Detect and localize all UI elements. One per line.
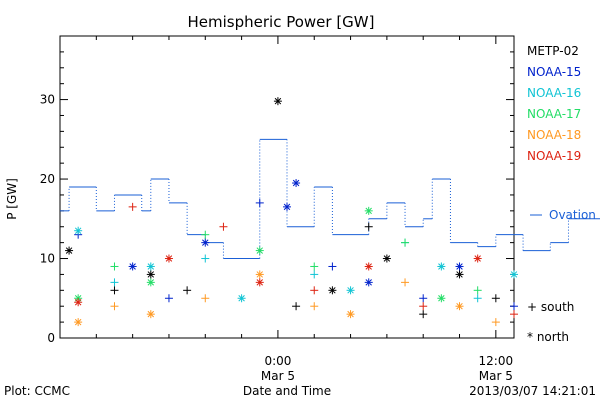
legend-item: NOAA-19 [527, 149, 581, 163]
data-point-south [128, 202, 137, 211]
x-tick-label-date: Mar 5 [261, 369, 295, 383]
data-point-north [164, 254, 173, 263]
footer-left: Plot: CCMC [4, 384, 70, 398]
data-point-north [65, 246, 74, 255]
data-point-south [310, 302, 319, 311]
ovation-prime-hpi-line [60, 138, 600, 260]
data-point-south [419, 302, 428, 311]
data-point-south [328, 262, 337, 271]
ovation-legend-label: Ovation Prime HPI [549, 208, 600, 222]
x-tick-label-time: 12:00 [479, 354, 514, 368]
legend-item: METP-02 [527, 44, 579, 58]
data-point-north [74, 318, 83, 327]
data-point-north [255, 246, 264, 255]
y-axis-label: P [GW] [5, 178, 19, 220]
plot-frame [59, 35, 515, 339]
data-point-south [310, 270, 319, 279]
data-point-north [328, 286, 337, 295]
series-legend: METP-02 NOAA-15 NOAA-16 NOAA-17 NOAA-18 NOAA-… [527, 44, 581, 163]
legend-item: NOAA-16 [527, 86, 581, 100]
y-tick-label: 0 [47, 331, 55, 345]
x-tick-label-time: 0:00 [264, 354, 291, 368]
data-point-north [201, 238, 210, 247]
footer-right: 2013/03/07 14:21:01 [469, 384, 596, 398]
data-point-south [164, 294, 173, 303]
data-point-south [364, 222, 373, 231]
data-point-north [74, 298, 83, 307]
x-tick-label-date: Mar 5 [479, 369, 513, 383]
data-point-south [473, 286, 482, 295]
data-point-north [437, 262, 446, 271]
data-point-south [110, 302, 119, 311]
data-point-north [273, 97, 282, 106]
data-point-south [310, 286, 319, 295]
legend-item: NOAA-15 [527, 65, 581, 79]
data-point-north [364, 278, 373, 287]
data-point-south [401, 278, 410, 287]
data-point-north [292, 179, 301, 188]
data-point-north [382, 254, 391, 263]
data-point-south [510, 310, 518, 319]
data-point-south [201, 254, 210, 263]
data-point-south [110, 286, 119, 295]
y-tick-label: 20 [40, 172, 55, 186]
data-point-north [437, 294, 446, 303]
data-point-south [219, 222, 228, 231]
ovation-label: Ovation Prime HPI [530, 208, 600, 222]
data-point-north [255, 278, 264, 287]
data-point-south [491, 294, 500, 303]
marker-legend: + south * north [527, 300, 574, 344]
data-point-south [473, 294, 482, 303]
data-point-north [146, 262, 155, 271]
data-point-north [128, 262, 137, 271]
data-point-north [346, 310, 355, 319]
data-point-south [510, 302, 518, 311]
data-point-north [237, 294, 246, 303]
data-point-north [146, 310, 155, 319]
data-point-south [183, 286, 192, 295]
data-point-north [364, 206, 373, 215]
data-point-north [455, 302, 464, 311]
legend-item: NOAA-17 [527, 107, 581, 121]
data-point-north [473, 254, 482, 263]
data-point-north [455, 270, 464, 279]
data-point-south [110, 262, 119, 271]
data-point-north [146, 278, 155, 287]
data-point-north [283, 202, 291, 211]
data-point-north [255, 270, 264, 279]
data-point-south [110, 278, 119, 287]
data-point-south [201, 294, 210, 303]
data-point-south [419, 310, 428, 319]
data-point-south [292, 302, 301, 311]
chart-title: Hemispheric Power [GW] [188, 13, 375, 31]
legend-item: NOAA-18 [527, 128, 581, 142]
y-tick-label: 10 [40, 252, 55, 266]
marker-legend-item: + south [527, 300, 574, 314]
data-point-south [310, 262, 319, 271]
data-points [65, 97, 518, 327]
y-tick-label: 30 [40, 93, 55, 107]
data-point-north [510, 270, 518, 279]
data-point-north [346, 286, 355, 295]
footer-center: Date and Time [243, 384, 331, 398]
data-point-north [146, 270, 155, 279]
data-point-north [74, 226, 83, 235]
data-point-south [201, 230, 210, 239]
data-point-south [491, 318, 500, 327]
data-point-south [255, 198, 264, 207]
data-point-south [419, 294, 428, 303]
marker-legend-item: * north [527, 330, 569, 344]
data-point-south [401, 238, 410, 247]
y-axis: 0 10 20 30 [40, 35, 514, 345]
data-point-north [455, 262, 464, 271]
data-point-north [364, 262, 373, 271]
